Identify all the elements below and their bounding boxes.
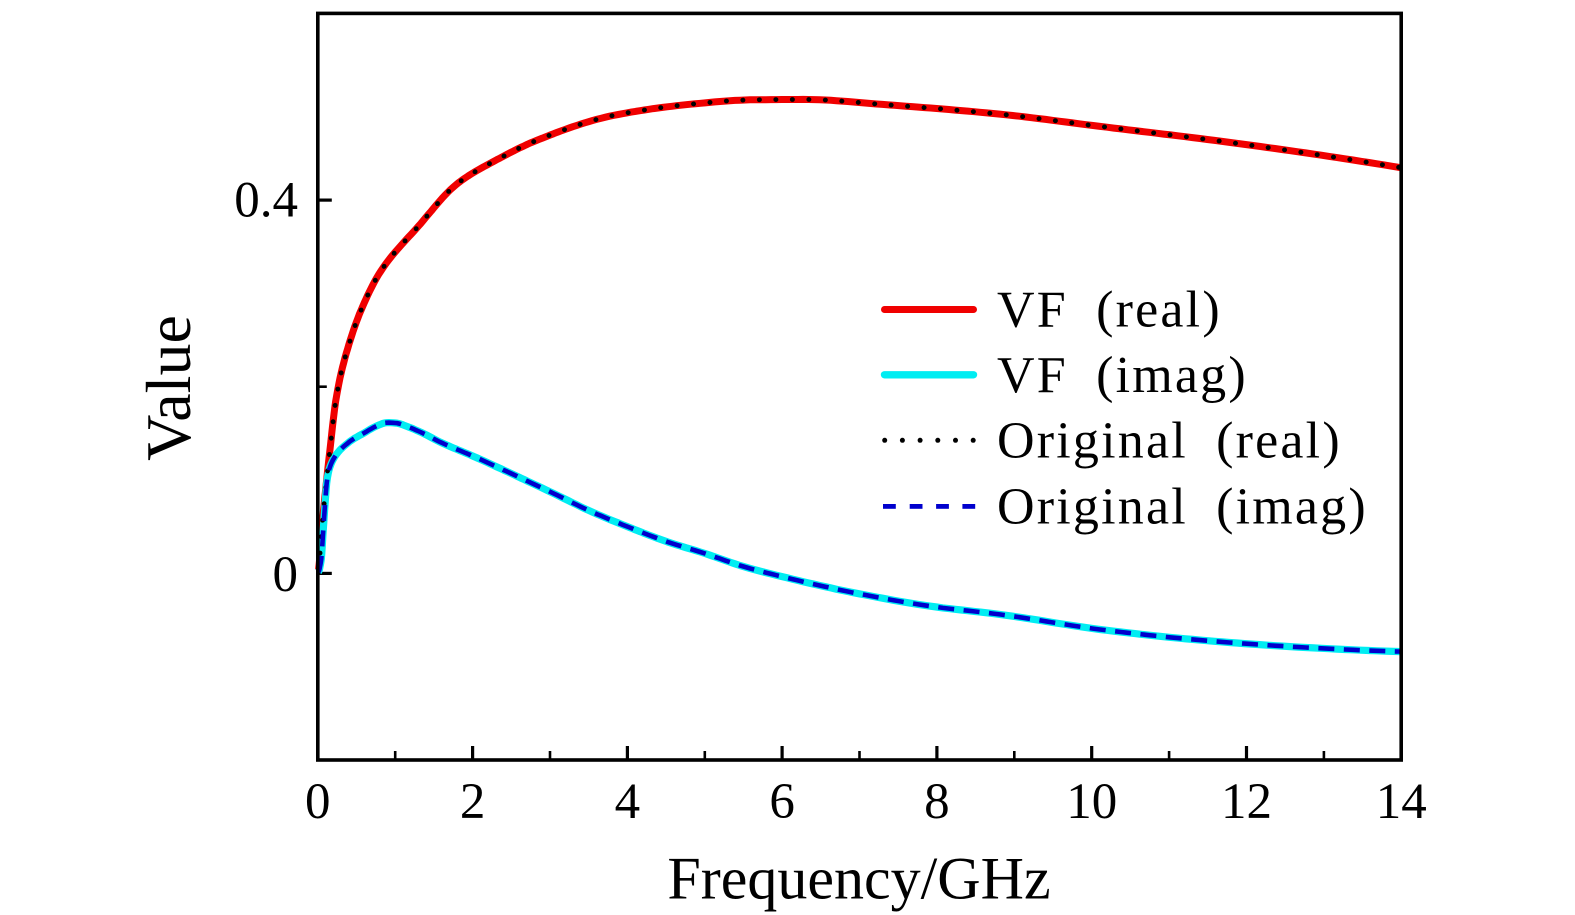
svg-text:10: 10 <box>1066 774 1117 830</box>
svg-text:Original (real): Original (real) <box>997 412 1342 469</box>
svg-text:14: 14 <box>1376 774 1427 830</box>
svg-text:8: 8 <box>924 774 950 830</box>
svg-text:Value: Value <box>133 315 204 461</box>
svg-text:0: 0 <box>305 774 331 830</box>
svg-text:4: 4 <box>615 774 641 830</box>
svg-text:VF (real): VF (real) <box>997 282 1222 339</box>
svg-text:0.4: 0.4 <box>234 173 298 229</box>
svg-text:VF (imag): VF (imag) <box>997 347 1248 404</box>
svg-text:12: 12 <box>1221 774 1272 830</box>
svg-text:Frequency/GHz: Frequency/GHz <box>667 846 1050 912</box>
svg-text:6: 6 <box>769 774 795 830</box>
svg-text:2: 2 <box>460 774 486 830</box>
svg-text:0: 0 <box>273 547 299 603</box>
svg-text:Original (imag): Original (imag) <box>997 478 1368 535</box>
